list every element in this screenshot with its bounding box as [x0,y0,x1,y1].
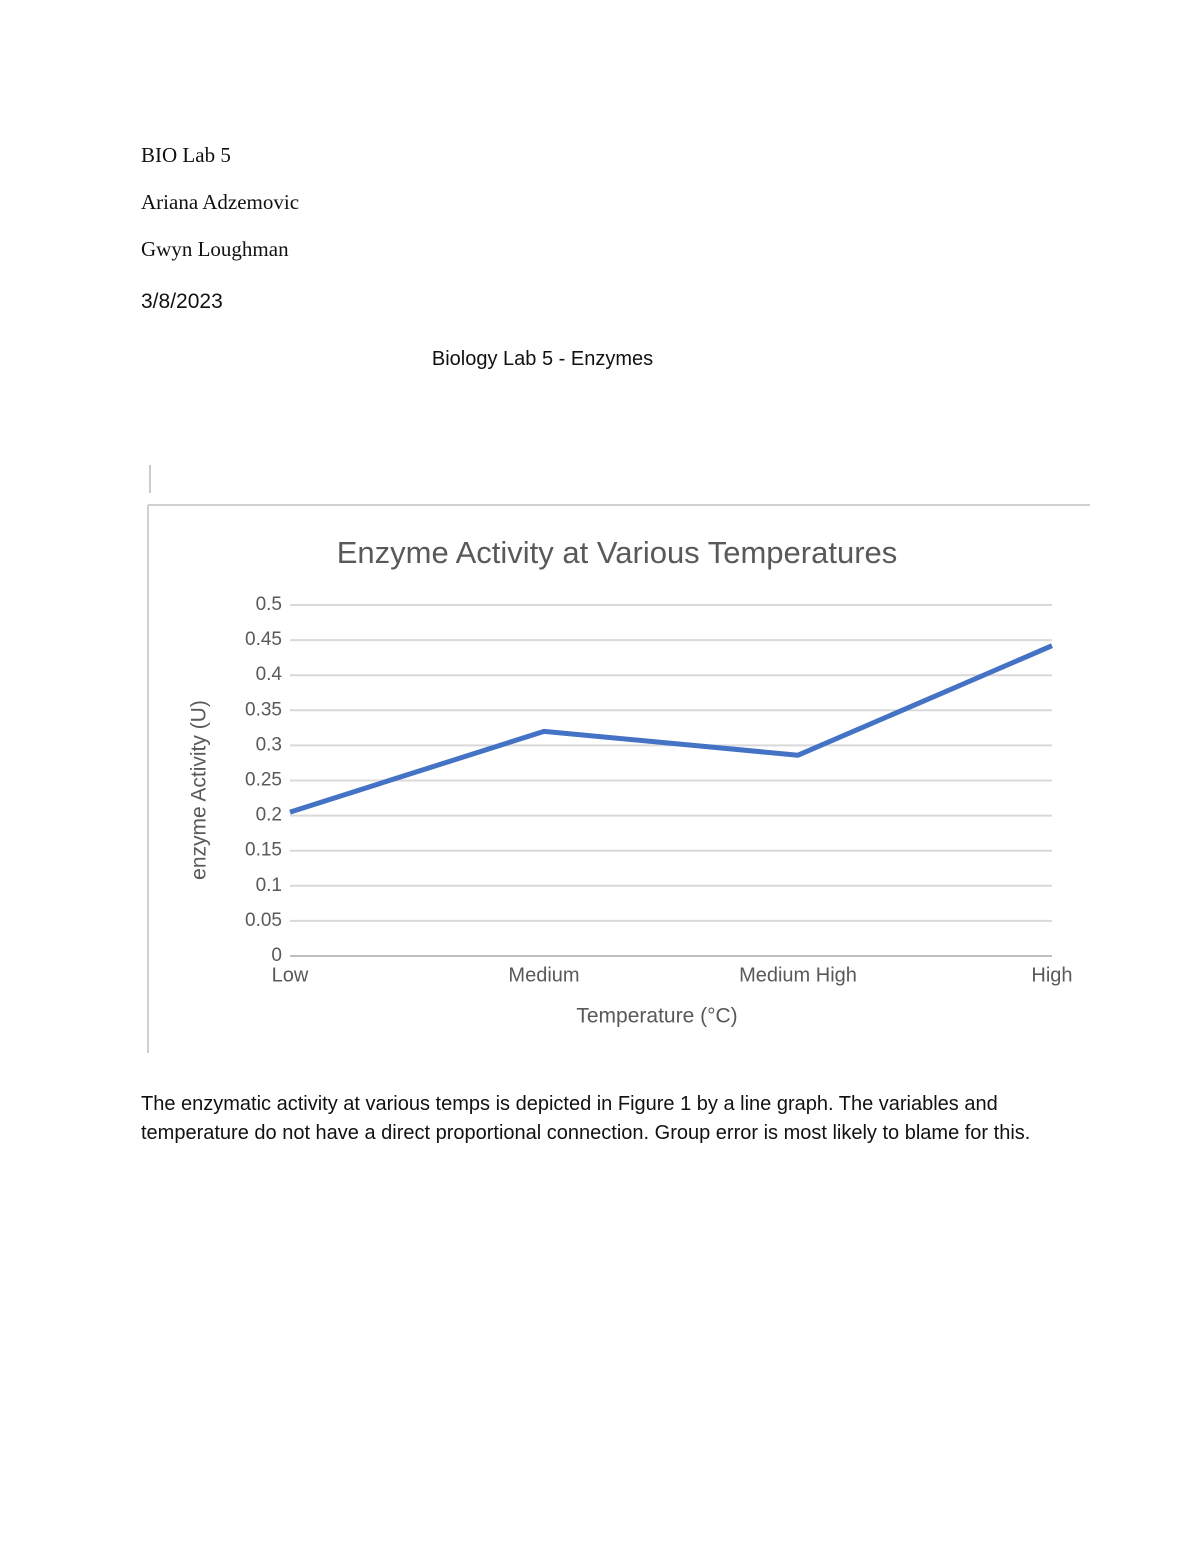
header-line: 3/8/2023 [141,290,223,313]
chart: Enzyme Activity at Various Temperatures … [147,465,1090,1053]
y-tick-label: 0.5 [256,594,282,615]
y-tick-label: 0.35 [245,699,282,720]
x-axis-label: Temperature (°C) [576,1005,737,1028]
header-line: BIO Lab 5 [141,143,231,167]
y-tick-label: 0 [271,945,282,966]
y-tick-label: 0.05 [245,910,282,931]
document-title: Biology Lab 5 - Enzymes [431,348,654,370]
x-tick-label: Medium [508,964,579,986]
x-tick-label: Low [272,964,309,986]
y-axis-label: enzyme Activity (U) [188,700,211,880]
data-line [289,643,1053,815]
paragraph: The enzymatic activity at various temps … [141,1093,1031,1144]
y-tick-label: 0.25 [245,770,282,791]
header-line: Ariana Adzemovic [141,190,300,214]
x-tick-label: High [1031,964,1072,986]
header-line: Gwyn Loughman [141,237,289,261]
y-tick-label: 0.3 [256,734,282,755]
y-tick-label: 0.1 [256,875,282,896]
chart-title: Enzyme Activity at Various Temperatures [337,535,898,570]
y-tick-label: 0.45 [245,629,282,650]
y-tick-label: 0.4 [256,664,283,685]
y-tick-label: 0.2 [256,805,282,826]
x-tick-label: Medium High [739,964,857,986]
y-tick-label: 0.15 [245,840,282,861]
